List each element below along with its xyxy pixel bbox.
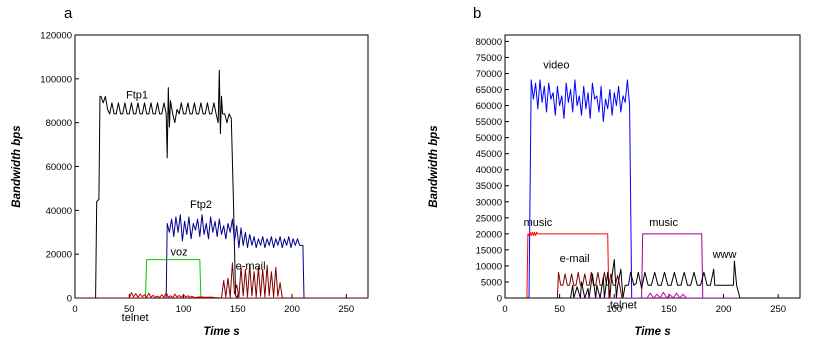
annotation-www: www (712, 249, 737, 261)
y-tick-label: 20000 (46, 250, 72, 261)
y-tick-label: 80000 (476, 37, 502, 48)
y-tick-label: 0 (67, 294, 72, 305)
y-tick-label: 100000 (40, 74, 72, 85)
y-tick-label: 60000 (476, 101, 502, 112)
x-axis-label: Time s (634, 326, 670, 338)
y-tick-label: 75000 (476, 53, 502, 64)
panel-b: b 0 50 100 150 200 250 0 5000 10000 15000 20000 250… (428, 5, 801, 338)
annotation-e-mail: e-mail (560, 253, 590, 265)
series-line-telnet (505, 291, 800, 298)
y-tick-label: 55000 (476, 117, 502, 128)
y-tick-label: 0 (497, 294, 502, 305)
y-tick-label: 60000 (46, 162, 72, 173)
y-tick-label: 15000 (476, 245, 502, 256)
y-tick-label: 50000 (476, 133, 502, 144)
series-line-video (505, 79, 800, 298)
x-tick-label: 100 (606, 304, 622, 315)
annotation-music: music (649, 217, 678, 229)
series-line-ftp2 (75, 214, 368, 298)
y-tick-label: 40000 (46, 206, 72, 217)
y-tick-label: 20000 (476, 229, 502, 240)
series-group (75, 69, 368, 298)
x-axis-label: Time s (203, 326, 239, 338)
x-tick-label: 100 (176, 304, 192, 315)
panel-a: a 0 50 100 150 200 250 0 20000 40000 60000 80000 10… (11, 5, 369, 338)
series-line-e-mail (75, 262, 368, 298)
series-group (505, 79, 800, 298)
y-tick-label: 40000 (476, 165, 502, 176)
x-tick-label: 200 (284, 304, 300, 315)
series-line-telnet (75, 292, 368, 298)
annotation-music: music (524, 217, 553, 229)
y-tick-label: 35000 (476, 181, 502, 192)
y-tick-label: 45000 (476, 149, 502, 160)
annotation-ftp1: Ftp1 (126, 90, 148, 102)
y-tick-label: 10000 (476, 261, 502, 272)
annotation-e-mail: e-mail (236, 261, 266, 273)
x-tick-label: 150 (230, 304, 246, 315)
annotation-voz: voz (170, 246, 187, 258)
x-tick-label: 0 (502, 304, 507, 315)
annotation-telnet: telnet (122, 312, 149, 324)
y-tick-label: 5000 (481, 277, 502, 288)
x-tick-label: 50 (554, 304, 565, 315)
series-line-music (505, 233, 800, 298)
y-tick-label: 25000 (476, 213, 502, 224)
x-tick-label: 150 (661, 304, 677, 315)
plot-frame (504, 34, 801, 299)
panel-letter-b: b (473, 5, 481, 22)
panel-letter-a: a (64, 5, 73, 22)
y-tick-label: 80000 (46, 118, 72, 129)
series-line-www (505, 259, 800, 298)
y-tick-label: 120000 (40, 31, 72, 42)
x-tick-label: 50 (124, 304, 135, 315)
plot-frame (74, 34, 369, 299)
series-line-ftp1 (75, 69, 249, 298)
x-tick-label: 250 (770, 304, 786, 315)
annotation-ftp2: Ftp2 (190, 199, 212, 211)
series-line-e-mail (505, 271, 800, 298)
y-tick-label: 65000 (476, 85, 502, 96)
x-tick-label: 250 (338, 304, 354, 315)
series-line-music (505, 231, 800, 298)
x-tick-label: 200 (716, 304, 732, 315)
y-axis-label: Bandwidth bps (11, 125, 23, 207)
y-tick-label: 70000 (476, 69, 502, 80)
annotation-telnet: telnet (610, 300, 637, 312)
series-line-voz (75, 259, 368, 298)
annotation-video: video (543, 60, 569, 72)
x-tick-label: 0 (72, 304, 77, 315)
y-axis-label: Bandwidth bps (428, 125, 440, 207)
y-tick-label: 30000 (476, 197, 502, 208)
